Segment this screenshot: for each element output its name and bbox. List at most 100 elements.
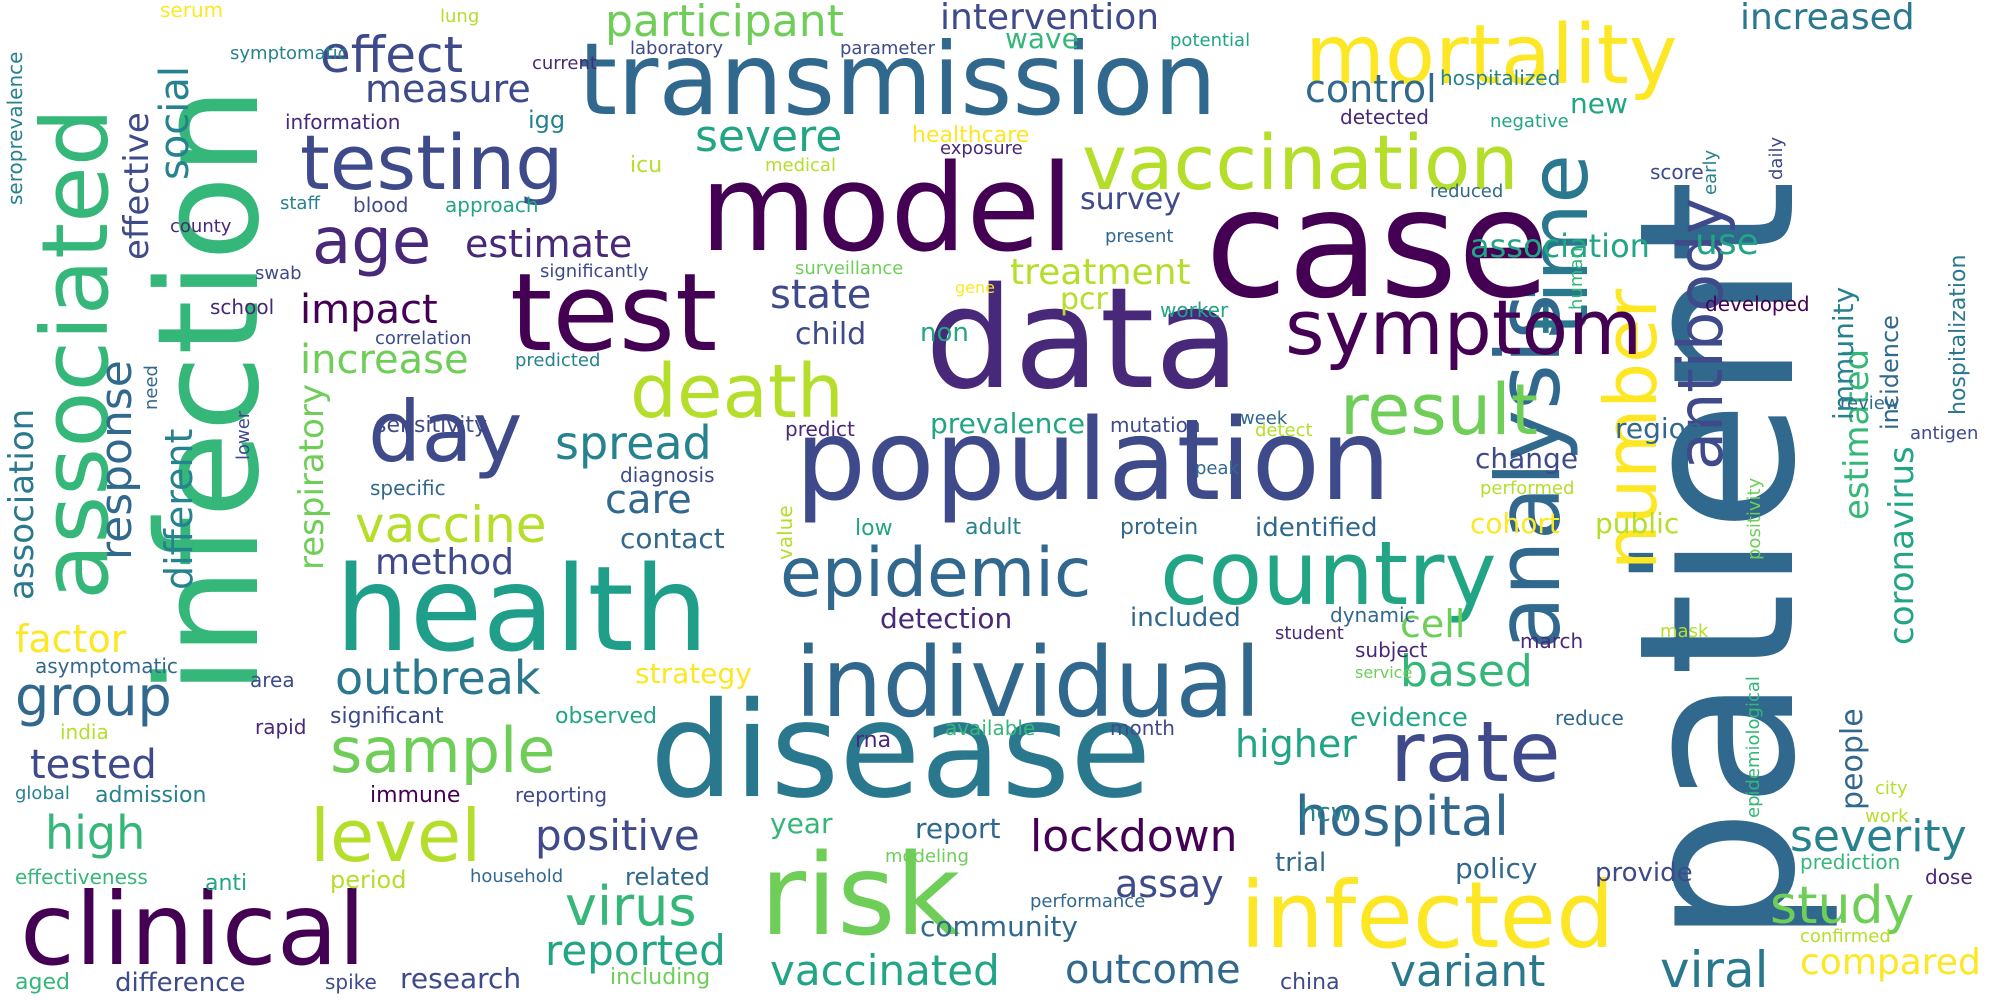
- word: measure: [365, 67, 531, 111]
- word: early: [1700, 149, 1721, 195]
- word: detect: [1255, 420, 1313, 441]
- word: performed: [1480, 478, 1575, 499]
- word: score: [1650, 160, 1704, 184]
- word: higher: [1235, 722, 1357, 766]
- word: dynamic: [1330, 603, 1416, 627]
- word: march: [1520, 629, 1584, 653]
- word: result: [1340, 369, 1539, 451]
- word: transmission: [578, 21, 1217, 138]
- word: different: [157, 428, 201, 590]
- word: level: [310, 794, 482, 878]
- word: dose: [1925, 865, 1973, 889]
- word: effectiveness: [15, 865, 148, 889]
- word: confirmed: [1800, 926, 1891, 947]
- word: swab: [255, 263, 302, 284]
- word: tested: [30, 742, 157, 788]
- word: aged: [15, 970, 70, 995]
- word: reduce: [1555, 706, 1624, 730]
- word: disease: [650, 674, 1152, 828]
- word: lower: [233, 410, 254, 460]
- word: strategy: [635, 657, 752, 690]
- word: mutation: [1110, 413, 1201, 437]
- word: method: [375, 542, 515, 583]
- word: effective: [117, 112, 157, 260]
- word: mortality: [1305, 8, 1678, 103]
- word: hospitalized: [1440, 66, 1561, 90]
- word: hospital: [1295, 785, 1509, 848]
- word: laboratory: [630, 38, 724, 59]
- word: worker: [1160, 298, 1229, 322]
- word: pcr: [1060, 282, 1108, 317]
- word: modeling: [885, 846, 969, 867]
- word: blood: [353, 193, 409, 217]
- word: parameter: [840, 38, 936, 59]
- word: service: [1355, 663, 1413, 682]
- word: evidence: [1350, 703, 1468, 733]
- word: detection: [880, 602, 1013, 635]
- word: new: [1570, 87, 1628, 120]
- word: clinical: [20, 871, 366, 988]
- word: asymptomatic: [35, 654, 178, 678]
- word: estimate: [465, 222, 633, 266]
- word: significant: [330, 704, 444, 729]
- word: reduced: [1430, 181, 1504, 202]
- word: high: [45, 806, 146, 860]
- word: case: [1205, 158, 1550, 332]
- word: outcome: [1065, 947, 1241, 993]
- word: testing: [300, 118, 564, 207]
- word: difference: [115, 968, 246, 998]
- word: observed: [555, 704, 657, 729]
- word: surveillance: [795, 258, 904, 279]
- word: healthcare: [912, 123, 1030, 148]
- word: community: [920, 910, 1078, 943]
- word: detected: [1340, 105, 1429, 129]
- word: hcw: [1300, 798, 1353, 828]
- word: trial: [1275, 848, 1327, 878]
- word: child: [795, 317, 867, 352]
- word: antigen: [1910, 423, 1979, 444]
- word: change: [1475, 442, 1579, 475]
- word: subject: [1355, 638, 1428, 662]
- word: including: [610, 965, 711, 990]
- word: viral: [1660, 941, 1769, 999]
- word: student: [1275, 623, 1344, 644]
- word: control: [1305, 67, 1437, 111]
- word: positivity: [1744, 477, 1765, 560]
- word: global: [15, 783, 70, 804]
- word: spread: [555, 416, 712, 470]
- word: daily: [1766, 136, 1787, 180]
- word: medical: [765, 155, 836, 176]
- word: year: [770, 807, 833, 840]
- word: week: [1240, 408, 1288, 429]
- word: outbreak: [335, 651, 541, 705]
- word: health: [335, 540, 709, 678]
- word: potential: [1170, 30, 1251, 51]
- word: performance: [1030, 891, 1146, 912]
- word: increase: [300, 337, 469, 383]
- word: effect: [320, 26, 464, 84]
- word: rate: [1390, 703, 1561, 801]
- word: serum: [160, 0, 224, 22]
- word: virus: [565, 875, 697, 938]
- word: severity: [1790, 811, 1967, 862]
- word: state: [770, 272, 872, 318]
- word: population: [795, 396, 1391, 526]
- word: impact: [300, 287, 438, 333]
- word: cohort: [1470, 507, 1560, 540]
- word: people: [1835, 708, 1870, 810]
- word: protein: [1120, 515, 1199, 540]
- word: public: [1595, 507, 1680, 540]
- word: significantly: [540, 261, 649, 282]
- word: related: [625, 863, 710, 891]
- word: assay: [1115, 862, 1224, 906]
- word: cell: [1400, 602, 1466, 646]
- word: risk: [760, 831, 961, 961]
- word: predict: [785, 417, 855, 441]
- word: vaccine: [355, 496, 547, 554]
- word: approach: [445, 193, 539, 217]
- word: survey: [1080, 182, 1181, 217]
- word: day: [368, 383, 523, 481]
- word: age: [312, 205, 432, 279]
- word: vaccination: [1082, 118, 1519, 207]
